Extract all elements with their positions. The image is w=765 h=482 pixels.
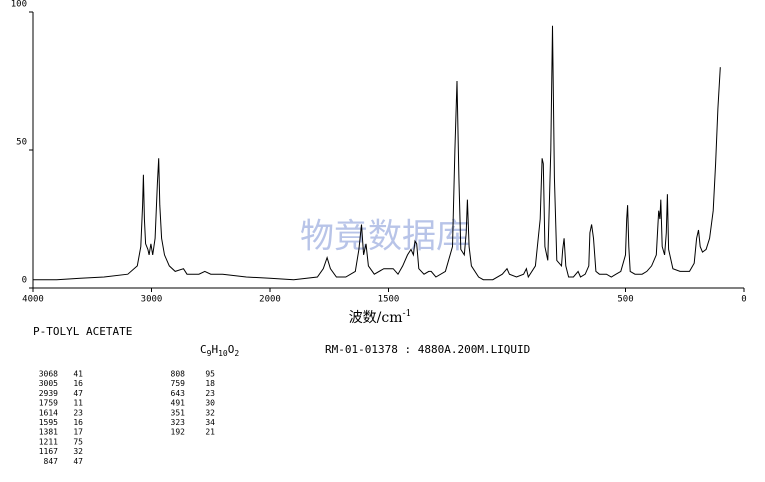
peak-intensity: 95 [205, 370, 215, 379]
f: 9 [207, 349, 212, 358]
peak-intensity: 34 [205, 418, 215, 427]
peak-intensity: 17 [73, 428, 83, 437]
peak-wavenumber: 1211 [39, 437, 58, 446]
peak-wavenumber: 192 [171, 428, 186, 437]
peak-wavenumber: 1381 [39, 428, 58, 437]
peak-wavenumber: 3068 [39, 370, 58, 379]
peak-wavenumber: 1595 [39, 418, 58, 427]
x-tick-label: 500 [617, 295, 633, 305]
peak-intensity: 30 [205, 399, 215, 408]
y-tick-label: 0 [22, 276, 27, 286]
peak-intensity: 11 [73, 399, 83, 408]
peak-wavenumber: 351 [171, 408, 186, 417]
peak-intensity: 32 [73, 447, 83, 456]
peak-wavenumber: 1614 [39, 408, 58, 417]
y-tick-label: 100 [11, 0, 27, 10]
peak-wavenumber: 1759 [39, 399, 58, 408]
peak-intensity: 21 [205, 428, 215, 437]
peak-wavenumber: 847 [44, 457, 59, 466]
peak-intensity: 75 [73, 437, 83, 446]
peak-wavenumber: 759 [171, 379, 186, 388]
spectrum-line [33, 25, 721, 281]
f: H [211, 343, 218, 356]
reference: RM-01-01378 : 4880A.200M.LIQUID [325, 343, 530, 356]
peak-wavenumber: 323 [171, 418, 186, 427]
peak-intensity: 23 [73, 408, 83, 417]
f: 10 [218, 349, 228, 358]
peak-intensity: 41 [73, 370, 83, 379]
peak-wavenumber: 2939 [39, 389, 58, 398]
peak-intensity: 47 [73, 389, 83, 398]
peak-wavenumber: 1167 [39, 447, 58, 456]
formula: C9H10O2 [200, 343, 239, 358]
peak-wavenumber: 808 [171, 370, 186, 379]
peak-wavenumber: 3005 [39, 379, 58, 388]
peak-intensity: 23 [205, 389, 215, 398]
peak-wavenumber: 491 [171, 399, 186, 408]
x-tick-label: 1500 [378, 295, 400, 305]
x-label-main: 波数/cm [349, 310, 403, 326]
x-tick-label: 2000 [259, 295, 281, 305]
x-axis-label: 波数/cm-1 [349, 309, 412, 327]
peak-intensity: 18 [205, 379, 215, 388]
x-tick-label: 4000 [22, 295, 44, 305]
x-tick-label: 0 [741, 295, 746, 305]
watermark: 物竟数据库 [300, 217, 470, 257]
y-tick-label: 50 [16, 138, 27, 148]
x-label-sup: -1 [403, 309, 412, 319]
peak-intensity: 32 [205, 408, 215, 417]
peak-intensity: 16 [73, 379, 83, 388]
f: 2 [234, 349, 239, 358]
f: C [200, 343, 207, 356]
peak-intensity: 47 [73, 457, 83, 466]
compound-name: P-TOLYL ACETATE [33, 325, 132, 338]
peak-intensity: 16 [73, 418, 83, 427]
x-tick-label: 3000 [141, 295, 163, 305]
peak-wavenumber: 643 [171, 389, 186, 398]
f: O [228, 343, 235, 356]
